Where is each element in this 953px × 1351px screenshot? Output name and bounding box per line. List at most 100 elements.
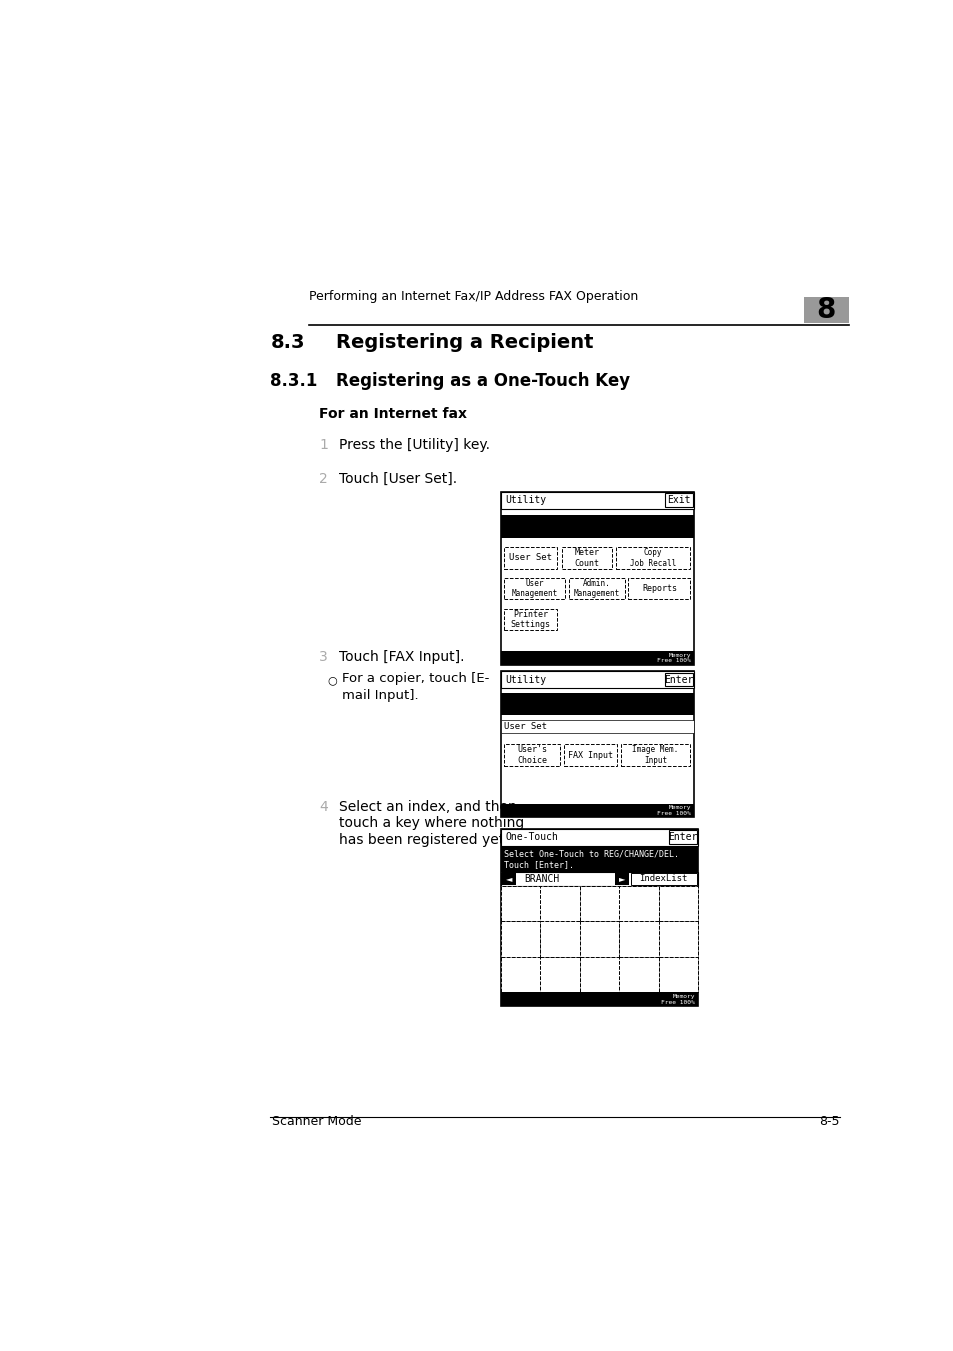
Bar [500,538,694,544]
Bar [500,693,694,715]
Text: Scanner Mode: Scanner Mode [272,1115,361,1128]
Bar [664,493,692,507]
Text: User
Management: User Management [511,580,558,598]
Text: BRANCH: BRANCH [523,874,558,884]
Text: Copy
Job Recall: Copy Job Recall [629,549,676,567]
Text: Select One-Touch to REG/CHANGE/DEL.: Select One-Touch to REG/CHANGE/DEL. [504,848,679,858]
Text: Press the [Utility] key.: Press the [Utility] key. [338,439,489,453]
Text: Registering a Recipient: Registering a Recipient [335,332,593,351]
Bar [500,671,694,688]
Bar [616,547,690,569]
Bar [628,578,690,600]
Bar [668,831,696,844]
Bar [539,886,579,921]
Bar [579,921,618,957]
Bar [630,873,696,885]
Text: 8.3: 8.3 [270,332,305,351]
Bar [568,578,624,600]
Bar [618,886,658,921]
Bar [501,873,516,885]
Bar [500,636,694,651]
Text: Touch [FAX Input].: Touch [FAX Input]. [338,650,463,665]
Text: Reports: Reports [641,584,677,593]
Bar [618,921,658,957]
Text: Image Mem.
Input: Image Mem. Input [632,746,678,765]
Bar [539,957,579,992]
Bar [802,297,847,323]
Text: Memory
Free 100%: Memory Free 100% [657,653,691,663]
Text: User Set: User Set [504,721,547,731]
Text: Select an index, and then: Select an index, and then [338,800,516,813]
Bar [504,578,564,600]
Text: 8.3.1: 8.3.1 [270,372,317,390]
Text: Utility: Utility [505,674,546,685]
Text: Meter
Count: Meter Count [574,549,598,567]
Text: ►: ► [618,874,625,884]
Bar [500,992,698,1006]
Bar [500,715,694,720]
Bar [500,569,694,574]
Text: Exit: Exit [666,496,690,505]
Bar [615,873,629,885]
Bar [500,492,694,508]
Bar [504,609,557,631]
Bar [500,732,694,738]
Bar [618,957,658,992]
Bar [500,651,694,665]
Text: ◄: ◄ [505,874,512,884]
Bar [500,688,694,693]
Text: ○: ○ [327,676,336,685]
Text: Admin.
Management: Admin. Management [573,580,619,598]
Text: 3: 3 [319,650,328,665]
Bar [500,492,694,665]
Text: Registering as a One-Touch Key: Registering as a One-Touch Key [335,372,630,390]
Text: 4: 4 [319,800,328,813]
Bar [500,886,539,921]
Text: Enter: Enter [663,674,693,685]
Bar [579,886,618,921]
Text: For an Internet fax: For an Internet fax [319,407,467,422]
Bar [500,631,694,636]
Bar [500,830,698,1006]
Text: mail Input].: mail Input]. [342,689,418,703]
Bar [620,744,690,766]
Bar [500,804,694,817]
Bar [500,846,698,871]
Bar [500,957,539,992]
Text: One-Touch: One-Touch [505,832,558,843]
Text: FAX Input: FAX Input [567,751,613,759]
Text: 2: 2 [319,471,328,485]
Text: Enter: Enter [667,832,697,843]
Text: 8-5: 8-5 [818,1115,839,1128]
Text: Utility: Utility [505,496,546,505]
Bar [500,600,694,605]
Text: Touch [User Set].: Touch [User Set]. [338,471,456,485]
Bar [500,830,698,846]
Bar [539,921,579,957]
Bar [500,720,694,732]
Text: For a copier, touch [E-: For a copier, touch [E- [342,671,489,685]
Text: has been registered yet.: has been registered yet. [338,834,508,847]
Text: User Set: User Set [509,554,552,562]
Bar [504,744,559,766]
Bar [563,744,617,766]
Bar [658,886,698,921]
Text: 8: 8 [816,296,835,324]
Bar [561,547,612,569]
Bar [579,957,618,992]
Text: Memory
Free 100%: Memory Free 100% [657,805,691,816]
Bar [500,671,694,817]
Text: Memory
Free 100%: Memory Free 100% [660,994,695,1005]
Bar [658,921,698,957]
Text: IndexList: IndexList [639,874,687,884]
Bar [658,957,698,992]
Bar [500,515,694,538]
Text: 1: 1 [319,439,328,453]
Bar [500,871,698,886]
Text: touch a key where nothing: touch a key where nothing [338,816,523,831]
Bar [500,921,539,957]
Text: Performing an Internet Fax/IP Address FAX Operation: Performing an Internet Fax/IP Address FA… [309,290,638,303]
Bar [500,508,694,515]
Text: Touch [Enter].: Touch [Enter]. [504,859,574,869]
Text: User's
Choice: User's Choice [517,746,547,765]
